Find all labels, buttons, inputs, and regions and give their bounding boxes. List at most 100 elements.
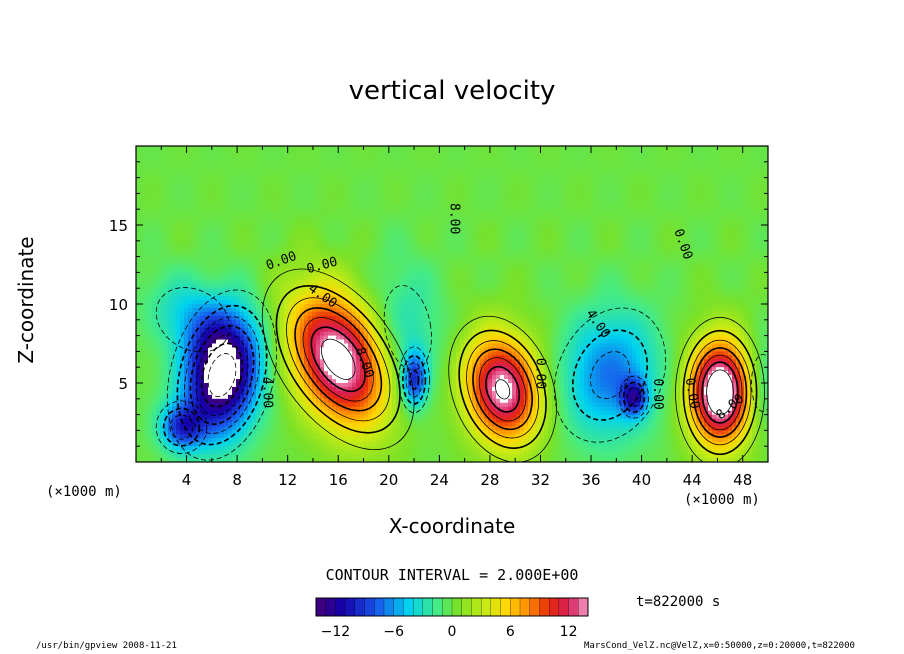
heatmap-cell [252,383,257,388]
heatmap-cell [224,288,229,293]
heatmap-cell [248,335,253,341]
heatmap-cell [276,402,281,408]
heatmap-cell [192,276,197,281]
heatmap-cell [192,386,197,392]
heatmap-cell [248,217,253,222]
heatmap-cell [348,209,353,214]
heatmap-cell [268,292,273,297]
heatmap-cell [380,394,385,400]
heatmap-cell [328,355,333,360]
heatmap-cell [276,386,281,392]
heatmap-cell [360,355,365,360]
heatmap-cell [384,209,389,214]
heatmap-cell [352,406,357,412]
heatmap-cell [364,209,369,214]
heatmap-cell [280,185,285,191]
heatmap-cell [176,260,181,266]
heatmap-cell [368,351,373,356]
heatmap-cell [188,319,193,325]
heatmap-cell [284,426,289,431]
heatmap-cell [376,335,381,341]
heatmap-cell [296,430,301,435]
heatmap-cell [284,371,289,376]
heatmap-cell [280,446,285,451]
heatmap-cell [304,304,309,309]
heatmap-cell [224,375,229,380]
heatmap-cell [224,240,229,246]
heatmap-cell [228,351,233,356]
heatmap-cell [252,189,257,194]
heatmap-cell [148,146,153,151]
heatmap-cell [368,383,373,388]
heatmap-cell [136,446,141,451]
heatmap-cell [156,165,161,171]
heatmap-cell [312,394,317,400]
heatmap-cell [296,276,301,281]
heatmap-cell [276,359,281,364]
heatmap-cell [292,205,297,210]
heatmap-cell [312,379,317,384]
heatmap-cell [340,157,345,163]
heatmap-cell [192,149,197,155]
heatmap-cell [332,288,337,293]
heatmap-cell [288,252,293,258]
heatmap-cell [136,319,141,325]
heatmap-cell [276,315,281,321]
heatmap-cell [380,359,385,364]
heatmap-cell [312,252,317,258]
heatmap-cell [192,165,197,171]
heatmap-cell [140,272,145,277]
heatmap-cell [372,149,377,155]
heatmap-cell [200,359,205,364]
heatmap-cell [156,264,161,270]
heatmap-cell [308,205,313,210]
heatmap-cell [244,351,249,356]
heatmap-cell [364,173,369,179]
heatmap-cell [176,351,181,356]
heatmap-cell [164,434,169,439]
heatmap-cell [164,177,169,183]
heatmap-cell [368,153,373,159]
heatmap-cell [268,406,273,412]
heatmap-cell [332,264,337,270]
heatmap-cell [300,173,305,179]
heatmap-cell [276,375,281,380]
heatmap-cell [264,422,269,428]
heatmap-cell [168,359,173,364]
heatmap-cell [224,379,229,384]
heatmap-cell [332,276,337,281]
heatmap-cell [348,292,353,297]
heatmap-cell [304,383,309,388]
heatmap-cell [328,225,333,230]
heatmap-cell [236,205,241,210]
heatmap-cell [376,371,381,376]
heatmap-cell [200,311,205,317]
heatmap-cell [240,386,245,392]
heatmap-cell [376,272,381,277]
heatmap-cell [160,236,165,242]
heatmap-cell [344,379,349,384]
heatmap-cell [380,236,385,242]
heatmap-cell [136,205,141,210]
heatmap-cell [196,288,201,293]
heatmap-cell [200,371,205,376]
heatmap-cell [280,434,285,439]
heatmap-cell [348,181,353,187]
heatmap-cell [232,367,237,372]
heatmap-cell [244,438,249,443]
heatmap-cell [340,363,345,368]
heatmap-cell [152,240,157,246]
heatmap-cell [268,458,273,462]
heatmap-cell [312,422,317,428]
heatmap-cell [152,173,157,179]
heatmap-cell [236,244,241,250]
heatmap-cell [316,213,321,218]
heatmap-cell [356,248,361,254]
heatmap-cell [344,434,349,439]
heatmap-cell [180,371,185,376]
heatmap-cell [252,394,257,400]
heatmap-cell [224,252,229,258]
heatmap-cell [212,221,217,226]
heatmap-cell [236,157,241,163]
heatmap-cell [264,434,269,439]
